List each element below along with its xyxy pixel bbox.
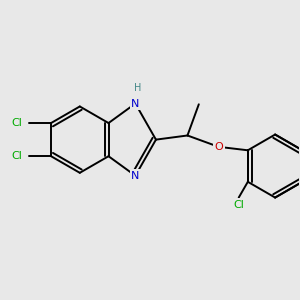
Text: Cl: Cl — [233, 200, 244, 209]
Text: O: O — [214, 142, 223, 152]
Text: Cl: Cl — [12, 151, 22, 161]
Text: H: H — [134, 83, 142, 93]
Text: N: N — [131, 98, 140, 109]
Text: Cl: Cl — [12, 118, 22, 128]
Text: N: N — [131, 171, 140, 181]
